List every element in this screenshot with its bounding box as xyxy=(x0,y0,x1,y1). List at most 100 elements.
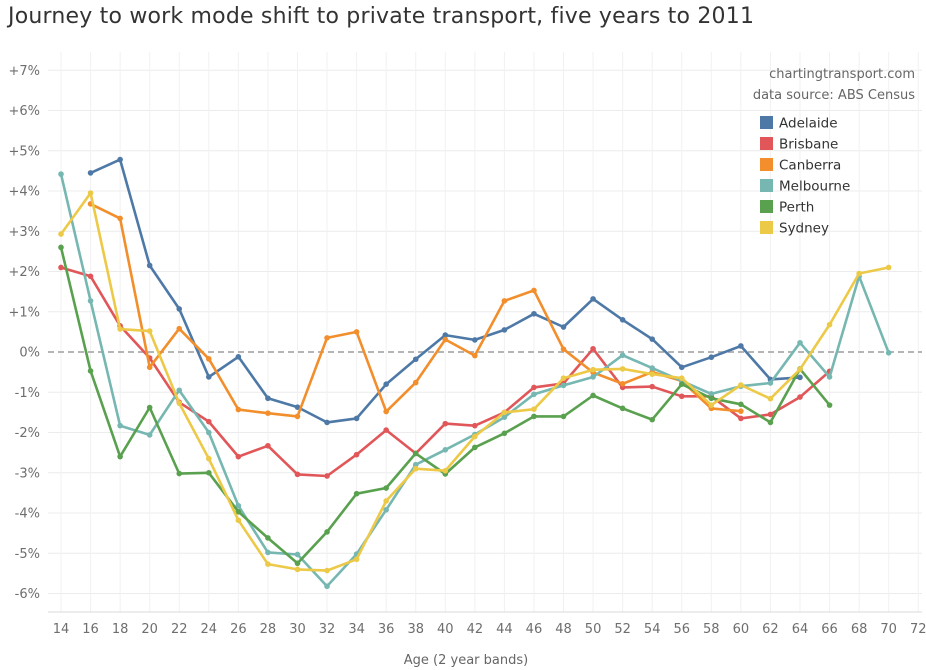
point-adelaide xyxy=(206,374,212,380)
point-canberra xyxy=(235,406,242,413)
point-adelaide xyxy=(738,343,744,349)
y-tick-label: -3% xyxy=(15,466,40,481)
point-adelaide xyxy=(412,356,419,363)
point-melbourne xyxy=(294,551,301,558)
point-perth xyxy=(235,508,242,515)
point-canberra xyxy=(265,410,271,416)
annotations: chartingtransport.com data source: ABS C… xyxy=(753,67,915,103)
point-sydney xyxy=(708,402,715,408)
point-perth xyxy=(826,402,833,408)
point-adelaide xyxy=(590,296,596,302)
point-adelaide xyxy=(117,156,123,163)
x-tick-label: 30 xyxy=(289,622,306,637)
point-adelaide xyxy=(501,327,508,333)
x-tick-label: 48 xyxy=(555,622,572,637)
point-brisbane xyxy=(472,422,478,429)
y-tick-label: +3% xyxy=(8,225,40,240)
y-tick-label: -2% xyxy=(15,426,40,441)
x-tick-label: 34 xyxy=(348,622,365,637)
point-canberra xyxy=(531,287,537,294)
series-perth xyxy=(58,244,833,567)
x-tick-label: 68 xyxy=(851,622,868,637)
point-sydney xyxy=(117,326,123,332)
point-canberra xyxy=(501,298,508,304)
point-melbourne xyxy=(383,506,389,513)
legend-swatch-canberra xyxy=(760,158,773,171)
legend-label-canberra: Canberra xyxy=(779,158,841,174)
point-sydney xyxy=(885,264,892,271)
point-melbourne xyxy=(58,171,64,177)
point-adelaide xyxy=(797,374,803,381)
x-tick-label: 44 xyxy=(496,622,513,637)
point-adelaide xyxy=(176,306,183,312)
point-perth xyxy=(501,430,508,437)
point-sydney xyxy=(826,321,833,328)
x-axis-title: Age (2 year bands) xyxy=(404,653,528,668)
legend-swatch-perth xyxy=(760,200,773,213)
legend-swatch-sydney xyxy=(760,221,773,234)
y-tick-label: 0% xyxy=(19,346,40,361)
point-sydney xyxy=(501,409,508,416)
y-tick-label: +1% xyxy=(8,305,40,320)
point-sydney xyxy=(856,270,862,277)
point-brisbane xyxy=(58,264,64,271)
point-adelaide xyxy=(383,381,389,388)
point-melbourne xyxy=(501,414,508,421)
x-tick-label: 60 xyxy=(733,622,750,637)
point-brisbane xyxy=(678,393,685,400)
x-tick-label: 26 xyxy=(230,622,247,637)
point-canberra xyxy=(472,352,478,359)
point-brisbane xyxy=(797,394,803,400)
point-brisbane xyxy=(531,384,537,391)
point-sydney xyxy=(58,231,64,237)
point-melbourne xyxy=(206,429,212,436)
point-brisbane xyxy=(294,471,301,478)
point-perth xyxy=(678,381,685,388)
point-adelaide xyxy=(324,419,330,426)
y-tick-label: -4% xyxy=(15,507,40,522)
point-perth xyxy=(383,485,389,491)
legend-item-adelaide: Adelaide xyxy=(760,116,838,132)
point-melbourne xyxy=(797,339,803,346)
point-sydney xyxy=(649,371,655,377)
point-perth xyxy=(472,444,478,451)
point-canberra xyxy=(294,413,301,420)
point-brisbane xyxy=(353,451,360,458)
series-adelaide xyxy=(87,156,803,426)
point-sydney xyxy=(738,382,744,388)
point-perth xyxy=(206,469,212,476)
point-sydney xyxy=(442,467,449,474)
x-tick-label: 40 xyxy=(437,622,454,637)
legend-label-melbourne: Melbourne xyxy=(779,179,850,195)
x-tick-label: 16 xyxy=(82,622,99,637)
y-tick-label: +6% xyxy=(8,104,40,119)
x-tick-label: 62 xyxy=(762,622,779,637)
point-sydney xyxy=(383,498,389,504)
point-perth xyxy=(590,392,596,399)
point-brisbane xyxy=(87,273,94,280)
point-perth xyxy=(560,413,567,420)
point-brisbane xyxy=(206,418,212,425)
legend-label-brisbane: Brisbane xyxy=(779,137,838,153)
axes: +7% +6% +5% +4% +3% +2% +1% 0% -1% -2% -3% -4% -5% -6… xyxy=(8,64,926,637)
point-sydney xyxy=(590,366,596,373)
y-tick-label: +5% xyxy=(8,144,40,159)
y-tick-label: +2% xyxy=(8,265,40,280)
point-sydney xyxy=(146,328,153,334)
x-tick-label: 70 xyxy=(880,622,897,637)
point-perth xyxy=(738,401,744,408)
x-tick-label: 18 xyxy=(112,622,129,637)
point-melbourne xyxy=(826,374,833,380)
point-sydney xyxy=(294,566,301,573)
y-tick-label: -5% xyxy=(15,547,40,562)
x-tick-label: 58 xyxy=(703,622,720,637)
x-tick-label: 56 xyxy=(673,622,690,637)
point-sydney xyxy=(472,433,478,440)
point-melbourne xyxy=(146,432,153,438)
point-sydney xyxy=(87,190,94,196)
point-sydney xyxy=(412,465,419,472)
point-sydney xyxy=(797,366,803,373)
x-tick-label: 20 xyxy=(141,622,158,637)
legend-item-canberra: Canberra xyxy=(760,158,841,174)
point-sydney xyxy=(353,556,360,563)
